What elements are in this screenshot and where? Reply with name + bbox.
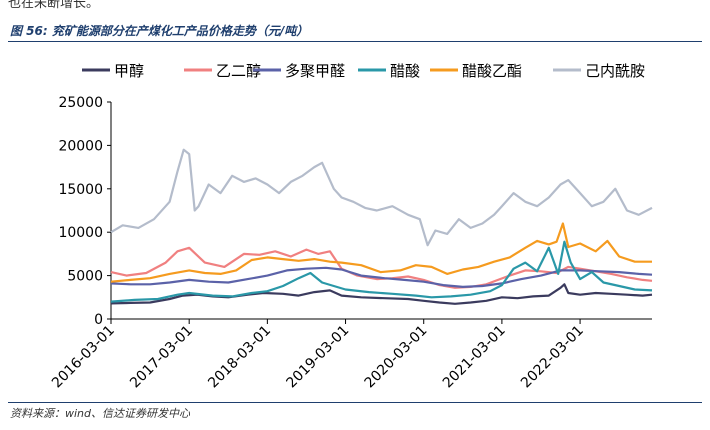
preceding-text: 也在未断增长。	[8, 0, 100, 11]
legend-label: 甲醇	[114, 62, 144, 80]
legend-label: 醋酸乙酯	[462, 62, 522, 80]
x-tick-label: 2022-03-01	[518, 323, 587, 392]
x-tick-label: 2020-03-01	[362, 323, 431, 392]
series-line-乙二醇	[110, 246, 653, 289]
series-line-醋酸乙酯	[110, 222, 652, 283]
plot-area	[110, 148, 653, 305]
y-tick-label: 15000	[58, 182, 103, 198]
series-line-多聚甲醛	[110, 266, 653, 288]
y-tick-label: 20000	[58, 138, 103, 154]
figure-title: 图 56: 兖矿能源部分在产煤化工产品价格走势（元/吨）	[10, 24, 309, 38]
y-tick-label: 0	[94, 312, 103, 328]
source-note: 资料来源：wind、信达证券研发中心	[10, 407, 191, 420]
legend-label: 乙二醇	[216, 62, 261, 80]
x-tick-label: 2018-03-01	[205, 323, 274, 392]
title-divider	[8, 41, 702, 42]
legend-label: 多聚甲醛	[285, 62, 345, 80]
legend-label: 醋酸	[390, 62, 420, 80]
y-axis: 0 5000 10000 15000 20000 25000	[58, 95, 112, 328]
series-line-醋酸	[110, 240, 653, 303]
x-axis: 2016-03-01 2017-03-01 2018-03-01 2019-03-01…	[49, 318, 652, 392]
source-divider	[8, 402, 702, 403]
y-tick-label: 10000	[58, 225, 103, 241]
x-tick-label: 2017-03-01	[127, 323, 196, 392]
legend-label: 己内酰胺	[585, 62, 645, 80]
x-tick-label: 2019-03-01	[284, 323, 353, 392]
y-tick-label: 5000	[67, 269, 103, 285]
chart-legend: 甲醇 乙二醇 多聚甲醛 醋酸 醋酸乙酯 己内酰胺	[82, 62, 645, 80]
y-tick-label: 25000	[58, 95, 103, 111]
x-tick-label: 2021-03-01	[440, 323, 509, 392]
price-line-chart: 甲醇 乙二醇 多聚甲醛 醋酸 醋酸乙酯 己内酰胺 0 5000 10000 15000 20000…	[49, 62, 653, 392]
x-tick-label: 2016-03-01	[49, 323, 118, 392]
series-line-己内酰胺	[110, 148, 653, 247]
